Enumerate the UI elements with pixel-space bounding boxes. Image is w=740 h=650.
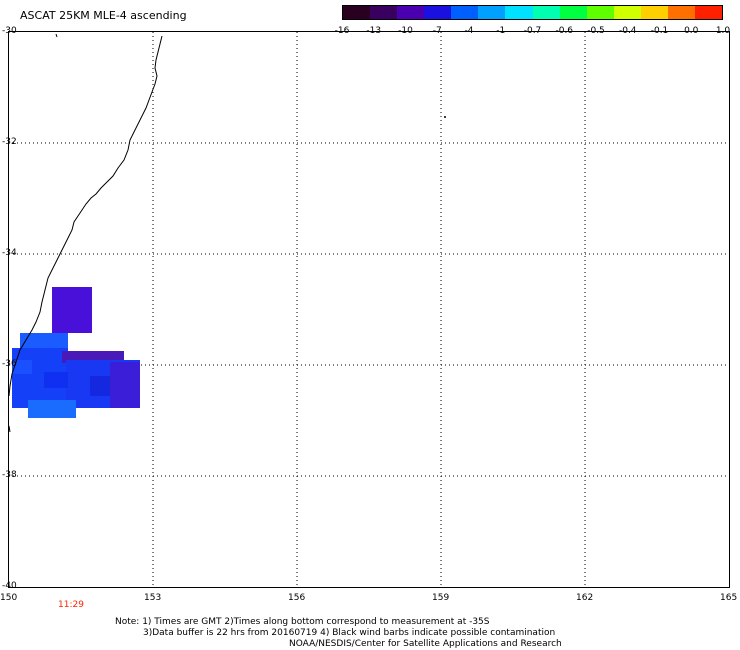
wind-cells — [12, 287, 140, 418]
note-line-1: Note: 1) Times are GMT 2)Times along bot… — [115, 617, 490, 627]
tick-mark — [55, 33, 58, 38]
colorbar-segment — [451, 6, 479, 19]
wind-cell — [90, 376, 110, 396]
map-frame — [8, 31, 730, 588]
latitude-label: -36 — [2, 359, 17, 369]
latitude-label: -30 — [2, 26, 17, 36]
colorbar-segment — [640, 6, 668, 19]
note-line-3: NOAA/NESDIS/Center for Satellite Applica… — [289, 639, 562, 649]
longitude-label: 159 — [432, 593, 450, 603]
colorbar-segment — [397, 6, 425, 19]
wind-cell — [44, 372, 68, 388]
longitude-label: 156 — [288, 593, 306, 603]
colorbar — [342, 5, 723, 20]
colorbar-segment — [559, 6, 587, 19]
wind-cell — [20, 333, 68, 351]
wind-cell — [52, 287, 92, 333]
latitude-label: -32 — [2, 137, 17, 147]
map-title: ASCAT 25KM MLE-4 ascending — [20, 9, 187, 22]
colorbar-segment — [370, 6, 398, 19]
colorbar-segment — [667, 6, 696, 19]
coastline — [8, 35, 163, 397]
colorbar-segment — [424, 6, 452, 19]
latitude-label: -34 — [2, 248, 17, 258]
colorbar-segment — [695, 6, 723, 19]
latitude-label: -40 — [2, 581, 17, 591]
longitude-label: 153 — [144, 593, 162, 603]
wind-cell — [28, 400, 76, 418]
pass-time-label: 11:29 — [58, 600, 84, 610]
colorbar-segment — [343, 6, 371, 19]
grid-lines — [9, 32, 729, 587]
longitude-label: 165 — [720, 593, 738, 603]
tick-mark — [8, 425, 11, 433]
wind-cell — [110, 362, 140, 408]
note-line-2: 3)Data buffer is 22 hrs from 20160719 4)… — [143, 628, 556, 638]
colorbar-segment — [586, 6, 614, 19]
longitude-label: 162 — [576, 593, 594, 603]
island-marker — [444, 116, 446, 118]
colorbar-segment — [613, 6, 641, 19]
latitude-label: -38 — [2, 470, 17, 480]
wind-cell — [12, 360, 32, 374]
longitude-label: 150 — [0, 593, 18, 603]
colorbar-segment — [478, 6, 506, 19]
colorbar-segment — [532, 6, 560, 19]
colorbar-segment — [505, 6, 533, 19]
